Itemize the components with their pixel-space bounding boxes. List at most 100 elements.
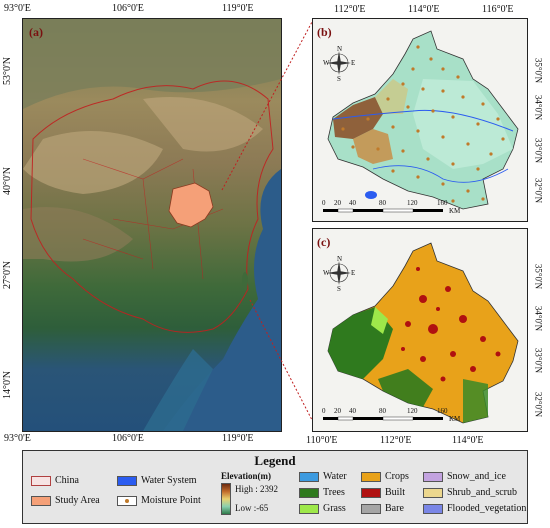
- scale-c-20: 20: [334, 407, 341, 415]
- swatch-crops: [361, 471, 381, 482]
- legend-label-water: Water: [323, 471, 347, 482]
- tick-b-lat-32: 32°0'N: [533, 177, 544, 204]
- legend-elevation-low: Low :-65: [235, 503, 269, 513]
- scale-c-120: 120: [407, 407, 418, 415]
- scale-bar-c: [323, 416, 443, 421]
- panel-label-a: (a): [29, 25, 43, 39]
- tick-b-top-116: 116°0'E: [482, 4, 514, 15]
- tick-a-top-106: 106°0'E: [112, 3, 144, 14]
- scale-b-80: 80: [379, 199, 386, 207]
- tick-a-bottom-106: 106°0'E: [112, 433, 144, 444]
- tick-a-top-93: 93°0'E: [4, 3, 31, 14]
- legend-item-shrub-and-scrub: Shrub_and_scrub: [423, 487, 517, 498]
- tick-c-lat-34: 34°0'N: [533, 305, 544, 332]
- compass-b-n: N: [337, 45, 343, 53]
- tick-b-lat-35: 35°0'N: [533, 57, 544, 84]
- compass-b: [327, 51, 351, 75]
- tick-c-bottom-112: 112°0'E: [380, 435, 412, 446]
- legend-item-built: Built: [361, 487, 405, 498]
- scale-b-20: 20: [334, 199, 341, 207]
- legend-label-trees: Trees: [323, 487, 345, 498]
- legend-label-crops: Crops: [385, 471, 409, 482]
- scale-c-160: 160: [437, 407, 448, 415]
- compass-c-e: E: [351, 269, 356, 277]
- legend-item-moisture-point: Moisture Point: [117, 495, 201, 506]
- legend-label-study-area: Study Area: [55, 495, 100, 506]
- legend-label-grass: Grass: [323, 503, 346, 514]
- legend: Legend China Study Area Water System Moi…: [22, 450, 528, 524]
- tick-c-bottom-114: 114°0'E: [452, 435, 484, 446]
- scale-c-unit: KM: [449, 415, 461, 423]
- map-c-landcover: (c) N S W E 0 20 40 80 120 160 KM: [312, 228, 528, 432]
- tick-b-lat-33: 33°0'N: [533, 137, 544, 164]
- elevation-ramp: [221, 483, 231, 515]
- panel-label-b: (b): [317, 25, 332, 39]
- swatch-shrub-and-scrub: [423, 487, 443, 498]
- tick-b-top-112: 112°0'E: [334, 4, 366, 15]
- compass-b-s: S: [337, 75, 341, 83]
- swatch-china: [31, 475, 51, 486]
- tick-b-top-114: 114°0'E: [408, 4, 440, 15]
- swatch-moisture-point: [117, 495, 137, 506]
- legend-label-water-system: Water System: [141, 475, 197, 486]
- legend-item-water-system: Water System: [117, 475, 197, 486]
- swatch-water: [299, 471, 319, 482]
- legend-item-crops: Crops: [361, 471, 409, 482]
- tick-c-lat-32: 32°0'N: [533, 391, 544, 418]
- moisture-point-icon: [125, 498, 129, 503]
- tick-a-bottom-93: 93°0'E: [4, 433, 31, 444]
- legend-item-grass: Grass: [299, 503, 346, 514]
- legend-item-trees: Trees: [299, 487, 345, 498]
- compass-b-w: W: [323, 59, 330, 67]
- compass-b-e: E: [351, 59, 356, 67]
- tick-a-bottom-119: 119°0'E: [222, 433, 254, 444]
- map-c-svg: [323, 242, 519, 424]
- legend-title: Legend: [254, 453, 296, 468]
- moisture-points: [341, 45, 505, 203]
- compass-c-s: S: [337, 285, 341, 293]
- compass-c: [327, 261, 351, 285]
- legend-elevation-high: High : 2392: [235, 484, 279, 494]
- scale-b-160: 160: [437, 199, 448, 207]
- swatch-study-area: [31, 495, 51, 506]
- scale-c-80: 80: [379, 407, 386, 415]
- legend-item-flooded-vegetation: Flooded_vegetation: [423, 503, 526, 514]
- map-a-svg: [23, 19, 281, 431]
- scale-bar-b: [323, 208, 443, 213]
- built-areas: [401, 267, 501, 382]
- study-area-henan: [168, 182, 214, 228]
- compass-c-n: N: [337, 255, 343, 263]
- swatch-built: [361, 487, 381, 498]
- swatch-snow-and-ice: [423, 471, 443, 482]
- panel-label-c: (c): [317, 235, 331, 249]
- swatch-trees: [299, 487, 319, 498]
- swatch-bare: [361, 503, 381, 514]
- legend-item-water: Water: [299, 471, 347, 482]
- legend-item-bare: Bare: [361, 503, 404, 514]
- compass-c-w: W: [323, 269, 330, 277]
- map-a-overview: (a): [22, 18, 282, 432]
- scale-b-120: 120: [407, 199, 418, 207]
- legend-label-china: China: [55, 475, 79, 486]
- swatch-flooded-vegetation: [423, 503, 443, 514]
- scale-c-40: 40: [349, 407, 356, 415]
- scale-b-0: 0: [322, 199, 326, 207]
- tick-b-lat-34: 34°0'N: [533, 94, 544, 121]
- swatch-water-system: [117, 475, 137, 486]
- legend-item-china: China: [31, 475, 79, 486]
- legend-elevation-title: Elevation(m): [221, 471, 271, 481]
- legend-item-study-area: Study Area: [31, 495, 100, 506]
- swatch-grass: [299, 503, 319, 514]
- legend-label-built: Built: [385, 487, 406, 498]
- tick-c-bottom-110: 110°0'E: [306, 435, 338, 446]
- legend-label-flooded-vegetation: Flooded_vegetation: [447, 503, 527, 514]
- legend-label-snow-and-ice: Snow_and_ice: [447, 471, 506, 482]
- legend-label-moisture-point: Moisture Point: [141, 495, 201, 506]
- tick-a-top-119: 119°0'E: [222, 3, 254, 14]
- map-b-elevation: (b) N S W E 0 20 40 80 120 160 KM: [312, 18, 528, 222]
- map-b-svg: [323, 30, 519, 213]
- scale-b-40: 40: [349, 199, 356, 207]
- legend-label-shrub-and-scrub: Shrub_and_scrub: [447, 487, 517, 498]
- legend-label-bare: Bare: [385, 503, 404, 514]
